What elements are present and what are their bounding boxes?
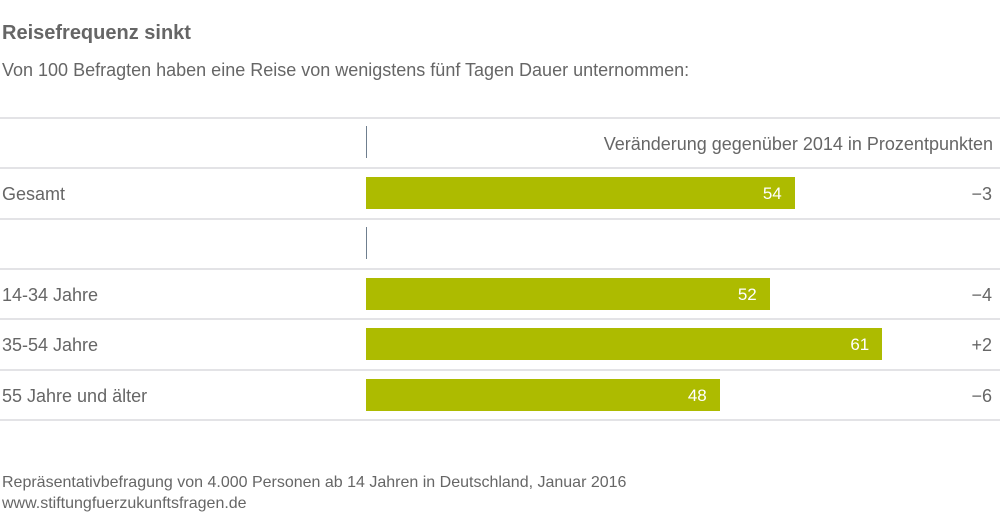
bar (366, 379, 720, 411)
source-url: www.stiftungfuerzukunftsfragen.de (2, 495, 247, 512)
divider (0, 369, 1000, 371)
source-note: Repräsentativbefragung von 4.000 Persone… (2, 474, 627, 491)
change-column-header: Veränderung gegenüber 2014 in Prozentpun… (603, 134, 993, 154)
divider (0, 419, 1000, 421)
category-label: 55 Jahre und älter (2, 386, 148, 406)
bar (366, 177, 795, 209)
category-label: 14-34 Jahre (2, 285, 99, 305)
change-value: +2 (971, 335, 992, 355)
divider (0, 167, 1000, 169)
divider (0, 218, 1000, 220)
category-label: 35-54 Jahre (2, 335, 99, 355)
divider (0, 268, 1000, 270)
change-value: −3 (971, 184, 992, 204)
change-value: −4 (971, 285, 992, 305)
bar-value-label: 61 (850, 335, 870, 354)
chart-subtitle: Von 100 Befragten haben eine Reise von w… (2, 60, 690, 80)
bar-value-label: 54 (762, 184, 782, 203)
bar-value-label: 52 (737, 285, 757, 304)
category-label: Gesamt (2, 184, 66, 204)
axis-tick (366, 126, 367, 158)
axis-tick (366, 227, 367, 259)
bar (366, 278, 770, 310)
bar-value-label: 48 (687, 386, 707, 405)
divider (0, 117, 1000, 119)
bar (366, 328, 883, 360)
divider (0, 318, 1000, 320)
chart-title: Reisefrequenz sinkt (2, 22, 191, 44)
change-value: −6 (971, 386, 992, 406)
